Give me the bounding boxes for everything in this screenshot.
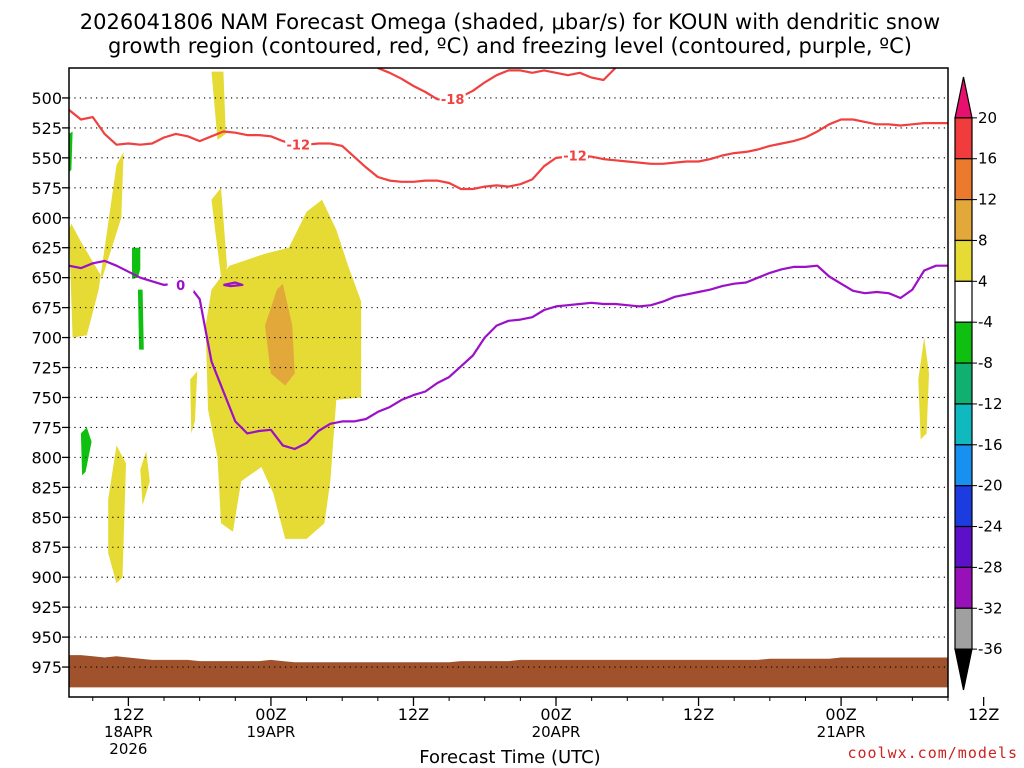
colorbar-segment-6 [954,321,973,364]
x-tick-label-4: 12Z [683,705,714,724]
colorbar-segment-8 [954,403,973,446]
colorbar-segment-10 [954,485,973,528]
shaded-region-0 [69,151,124,338]
contour-label-2: -12 [287,139,311,154]
y-tick-label-16: 900 [31,568,62,587]
contour-label-3: -12 [563,149,587,164]
x-tick-label-2: 12Z [398,705,429,724]
colorbar-label-2: 12 [978,191,997,209]
plot-content: 0 -12 -12 -18 [69,68,948,688]
y-tick-label-10: 750 [31,388,62,407]
shaded-region-12 [80,427,92,476]
colorbar-label-0: 20 [978,109,997,127]
contour-line-3 [330,118,948,191]
x-tick-label-5: 00Z [825,705,856,724]
contour-label-4: -18 [441,93,465,108]
shaded-region-13 [69,655,948,688]
contour-label-bg-4 [439,92,466,107]
colorbar-segment-2 [954,158,973,201]
colorbar-segment-12 [954,566,973,609]
chart-title-line-2: growth region (contoured, red, ºC) and f… [108,34,912,58]
shaded-region-2 [211,187,227,296]
y-tick-label-5: 625 [31,239,62,258]
colorbar-label-8: -16 [978,436,1003,454]
colorbar-label-3: 8 [978,231,988,249]
colorbar-segment-0 [954,76,973,119]
x-date-label-0-0: 18APR [104,723,153,741]
colorbar-label-13: -36 [978,640,1003,658]
colorbar-label-11: -28 [978,558,1003,576]
colorbar: 20 16 12 8 4 -4 -8 -12 -16 -20 -24 -28 -32 -36 [954,76,1003,691]
contour-label-bg-3 [562,148,589,163]
x-date-label-1-0: 19APR [247,723,296,741]
plot-frame [68,67,949,698]
chart-title-line-1: 2026041806 NAM Forecast Omega (shaded, μ… [80,10,940,34]
x-date-label-0-1: 2026 [109,740,147,758]
shaded-region-6 [140,451,150,506]
contour-label-bg-2 [285,137,312,152]
y-tick-label-14: 850 [31,508,62,527]
shaded-region-10 [132,247,141,279]
y-tick-label-6: 650 [31,269,62,288]
colorbar-label-1: 16 [978,150,997,168]
x-date-label-3-0: 20APR [532,723,581,741]
y-tick-label-11: 775 [31,418,62,437]
contour-line-0 [69,259,948,451]
x-tick-label-3: 00Z [540,705,571,724]
x-tick-label-6: 12Z [968,705,999,724]
y-tick-label-7: 675 [31,299,62,318]
colorbar-segment-4 [954,239,973,282]
x-axis-title: Forecast Time (UTC) [419,747,600,768]
colorbar-segment-5 [954,280,973,323]
colorbar-label-6: -8 [978,354,993,372]
x-date-label-5-0: 21APR [817,723,866,741]
credit-text: coolwx.com/models [847,744,1018,762]
shaded-region-5 [108,445,126,584]
colorbar-label-4: 4 [978,272,988,290]
colorbar-label-9: -20 [978,477,1003,495]
contour-line-4 [377,68,617,102]
shaded-region-8 [265,283,295,386]
y-tick-label-18: 950 [31,628,62,647]
y-tick-label-0: 500 [31,89,62,108]
shaded-region-9 [69,131,73,173]
y-tick-label-8: 700 [31,329,62,348]
y-tick-label-9: 725 [31,359,62,378]
y-tick-label-12: 800 [31,448,62,467]
axes: 500 525 550 575 600 625 650 675 700 725 750 775 800 8… [31,67,999,758]
colorbar-segment-13 [954,607,973,650]
shaded-region-11 [137,289,144,350]
contour-label-0: 0 [176,279,185,294]
colorbar-segment-14 [954,648,973,691]
shaded-region-1 [211,71,226,140]
x-tick-label-0: 12Z [113,705,144,724]
colorbar-label-7: -12 [978,395,1003,413]
x-tick-label-1: 00Z [255,705,286,724]
y-tick-label-2: 550 [31,149,62,168]
colorbar-segment-11 [954,525,973,568]
contour-line-1 [223,281,244,288]
colorbar-segment-7 [954,362,973,405]
colorbar-segment-1 [954,117,973,160]
colorbar-label-12: -32 [978,599,1003,617]
plot-area: 0 -12 -12 -18 [69,68,948,688]
y-tick-label-3: 575 [31,179,62,198]
y-tick-label-4: 600 [31,209,62,228]
shaded-region-4 [190,371,198,434]
y-tick-label-19: 975 [31,658,62,677]
colorbar-label-5: -4 [978,313,993,331]
y-tick-label-13: 825 [31,478,62,497]
y-tick-label-17: 925 [31,598,62,617]
y-tick-label-15: 875 [31,538,62,557]
colorbar-segment-3 [954,199,973,242]
y-tick-label-1: 525 [31,119,62,138]
colorbar-label-10: -24 [978,518,1003,536]
contour-label-bg-0 [167,277,194,292]
colorbar-segment-9 [954,444,973,487]
shaded-region-7 [918,337,929,440]
